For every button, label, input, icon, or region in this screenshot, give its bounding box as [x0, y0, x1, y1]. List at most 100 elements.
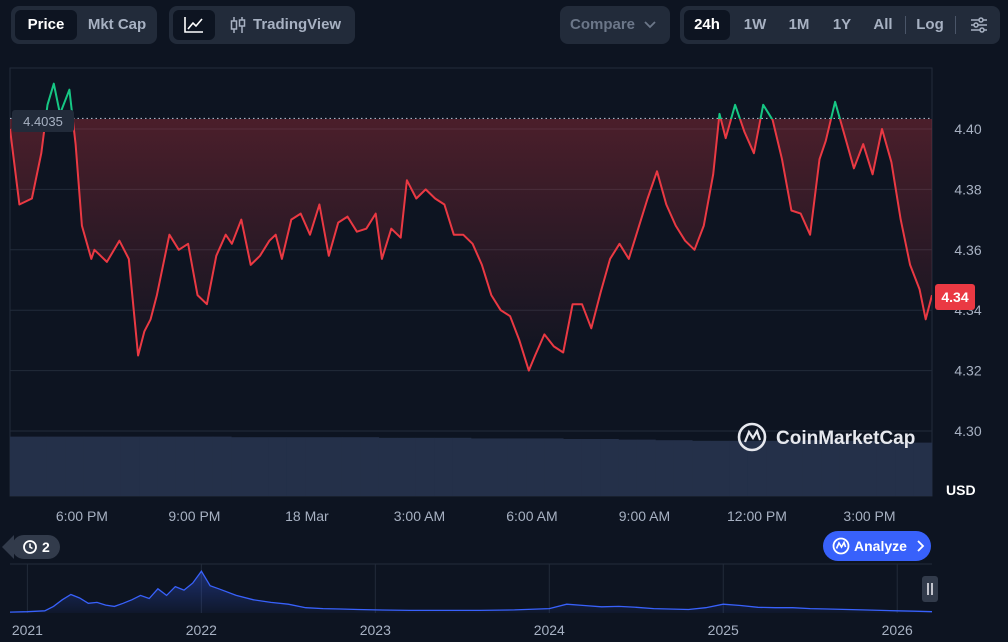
overview-x-tick-label: 2023: [360, 622, 391, 638]
x-tick-label: 6:00 AM: [506, 508, 557, 524]
chevron-down-icon: [644, 21, 656, 29]
watermark-text: CoinMarketCap: [776, 428, 915, 449]
volume-bar: [83, 436, 103, 496]
volume-bar: [784, 440, 804, 496]
candlestick-icon: [230, 17, 246, 33]
overview-x-tick-label: 2026: [882, 622, 913, 638]
y-tick-label: 4.38: [954, 181, 981, 197]
volume-bar: [821, 440, 841, 496]
volume-bar: [692, 440, 712, 496]
reference-price-label: 4.4035: [23, 114, 63, 129]
range-1y[interactable]: 1Y: [832, 16, 852, 33]
volume-bar: [507, 438, 527, 496]
range-1m[interactable]: 1M: [788, 16, 810, 33]
tradingview-label: TradingView: [253, 16, 342, 33]
currency-label: USD: [946, 482, 976, 498]
volume-bar: [471, 438, 490, 496]
range-selector: 24h 1W 1M 1Y All Log: [680, 6, 1000, 44]
pause-icon: [927, 583, 933, 595]
volume-bar: [452, 437, 472, 496]
y-axis: 4.304.324.344.364.384.40: [954, 121, 981, 439]
current-price-label: 4.34: [941, 289, 968, 305]
x-tick-label: 12:00 PM: [727, 508, 787, 524]
x-axis: 6:00 PM 9:00 PM 18 Mar 3:00 AM 6:00 AM 9:00 A…: [56, 508, 896, 524]
volume-bar: [434, 437, 453, 496]
volume-bar: [305, 437, 324, 496]
overview-area: [9, 570, 933, 613]
y-tick-label: 4.36: [954, 242, 981, 258]
overview-line: [9, 570, 933, 613]
volume-bar: [526, 438, 546, 496]
y-tick-label: 4.30: [954, 423, 981, 439]
price-area-fill: [10, 119, 932, 371]
overview-area-fill: [10, 571, 932, 613]
volume-bar: [618, 439, 638, 496]
volume-bar: [175, 436, 195, 496]
x-tick-label: 18 Mar: [285, 508, 329, 524]
volume-bar: [28, 436, 48, 496]
overview-range-handle[interactable]: [922, 576, 938, 602]
chevron-right-icon: [917, 540, 925, 552]
range-24h[interactable]: 24h: [684, 10, 730, 40]
volume-bar: [268, 437, 287, 496]
volume-bar: [65, 436, 85, 496]
overview-x-tick-label: 2022: [186, 622, 217, 638]
tradingview-button[interactable]: TradingView: [221, 10, 349, 40]
analyze-button[interactable]: Analyze: [823, 531, 931, 561]
compare-dropdown[interactable]: Compare: [560, 6, 670, 44]
line-chart-button[interactable]: [173, 10, 215, 40]
history-count: 2: [42, 539, 50, 555]
compare-select[interactable]: Compare: [560, 10, 670, 40]
volume-bar: [360, 437, 380, 496]
y-tick-label: 4.40: [954, 121, 981, 137]
volume-bars: [10, 436, 933, 496]
price-line: [10, 82, 932, 372]
volume-bar: [249, 437, 269, 496]
volume-bar: [913, 442, 933, 496]
volume-bar: [636, 439, 656, 496]
compare-label: Compare: [570, 16, 636, 33]
history-button[interactable]: 2: [12, 535, 60, 559]
tab-mkt-cap[interactable]: Mkt Cap: [87, 16, 147, 33]
range-all[interactable]: All: [873, 16, 893, 33]
volume-bar: [286, 437, 306, 496]
volume-bar: [710, 440, 730, 496]
volume-bar: [102, 436, 121, 496]
chart-settings-button[interactable]: [962, 10, 996, 40]
history-icon: [23, 540, 37, 554]
x-tick-label: 9:00 PM: [168, 508, 220, 524]
volume-bar: [194, 436, 214, 496]
x-tick-label: 3:00 AM: [394, 508, 445, 524]
coinmarketcap-logo-icon: [737, 422, 767, 452]
chart-toolbar: Price Mkt Cap TradingView Compare: [0, 0, 1008, 52]
volume-bar: [895, 442, 914, 496]
coinmarketcap-logo-icon: [832, 537, 850, 555]
y-tick-label: 4.32: [954, 363, 981, 379]
current-price-badge: [935, 284, 975, 310]
overview-x-tick-label: 2025: [708, 622, 739, 638]
analyze-label: Analyze: [854, 538, 907, 554]
tab-price[interactable]: Price: [15, 10, 77, 40]
overview-x-axis: 2021 2022 2023 2024 2025 2026: [12, 622, 913, 638]
x-tick-label: 9:00 AM: [619, 508, 670, 524]
x-tick-label: 3:00 PM: [843, 508, 895, 524]
reference-price-badge: [12, 110, 74, 132]
volume-bar: [46, 436, 66, 496]
range-1w[interactable]: 1W: [743, 16, 767, 33]
volume-bar: [378, 437, 398, 496]
log-toggle[interactable]: Log: [916, 16, 944, 33]
volume-bar: [489, 438, 509, 496]
volume-bar: [876, 442, 896, 496]
x-tick-label: 6:00 PM: [56, 508, 108, 524]
volume-bar: [729, 440, 748, 496]
toolbar-divider: [905, 16, 906, 34]
volume-bar: [600, 439, 619, 496]
volume-bar: [139, 436, 158, 496]
price-mktcap-toggle: Price Mkt Cap: [11, 6, 157, 44]
volume-bar: [120, 436, 140, 496]
volume-bar: [747, 440, 767, 496]
volume-bar: [231, 437, 251, 496]
volume-bar: [655, 440, 675, 496]
volume-bar: [802, 440, 822, 496]
